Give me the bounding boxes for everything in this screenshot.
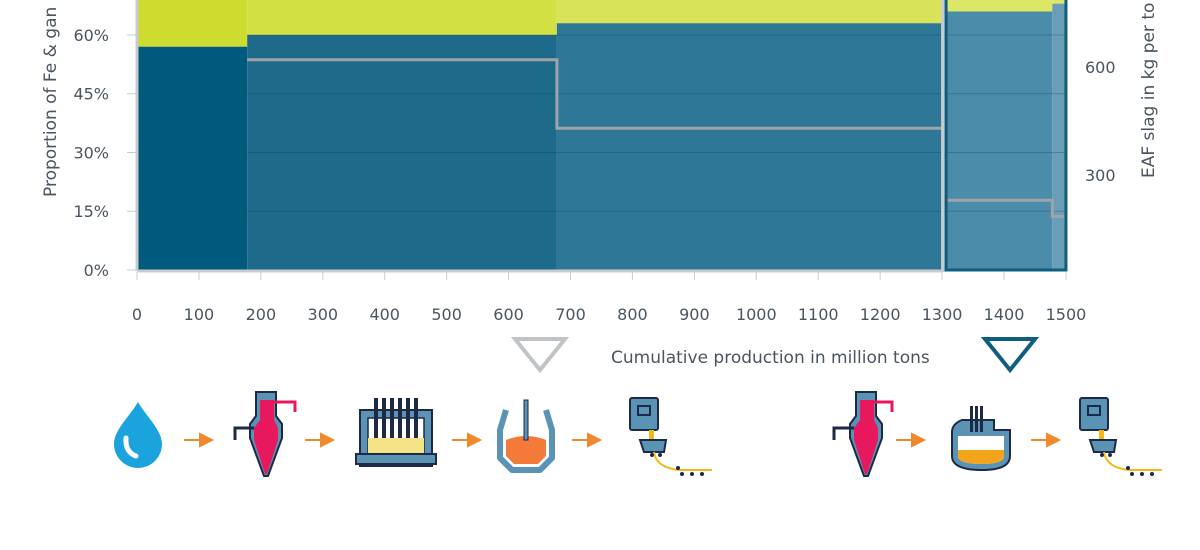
x-tick-label: 800 xyxy=(617,305,648,324)
rotary-hearth-furnace-icon xyxy=(355,398,437,467)
x-tick-label: 900 xyxy=(679,305,710,324)
x-tick-label: 500 xyxy=(431,305,462,324)
gangue-bar xyxy=(1052,0,1066,4)
x-tick-label: 400 xyxy=(369,305,400,324)
y-tick-label: 30% xyxy=(73,143,109,162)
y-tick-label: 15% xyxy=(73,202,109,221)
arrow-right-icon xyxy=(184,432,215,448)
x-tick-label: 1300 xyxy=(922,305,963,324)
x-tick-label: 600 xyxy=(493,305,524,324)
blast-furnace-icon xyxy=(832,391,894,477)
x-tick-label: 1000 xyxy=(736,305,777,324)
x-tick-label: 0 xyxy=(132,305,142,324)
continuous-casting-icon xyxy=(629,397,712,476)
arrow-right-icon xyxy=(896,432,927,448)
blast-furnace-icon xyxy=(233,391,297,477)
arrow-right-icon xyxy=(452,432,483,448)
arrow-right-icon xyxy=(305,432,336,448)
gangue-bar xyxy=(556,0,943,24)
x-tick-label: 100 xyxy=(184,305,215,324)
continuous-casting-icon xyxy=(1079,397,1162,476)
converter-icon xyxy=(497,399,555,473)
gangue-bar xyxy=(137,0,248,47)
y-tick-label: 45% xyxy=(73,85,109,104)
y-tick-label: 60% xyxy=(73,26,109,45)
slag-line xyxy=(942,198,1066,218)
y2-tick-label: 600 xyxy=(1085,58,1116,77)
gangue-bar xyxy=(247,0,557,35)
production-marker xyxy=(510,337,570,374)
fe-bar xyxy=(942,11,1053,271)
arrow-right-icon xyxy=(572,432,603,448)
x-tick-label: 700 xyxy=(555,305,586,324)
production-marker xyxy=(980,337,1040,374)
x-tick-label: 1100 xyxy=(798,305,839,324)
x-tick-label: 1500 xyxy=(1046,305,1087,324)
fe-bar xyxy=(1052,3,1066,270)
slag-line xyxy=(247,58,943,130)
y2-tick-label: 300 xyxy=(1085,166,1116,185)
fe-bar xyxy=(556,23,943,270)
y-axis-label: Proportion of Fe & gan xyxy=(41,7,61,197)
electric-arc-furnace-icon xyxy=(951,406,1011,472)
y-tick-label: 0% xyxy=(84,261,109,280)
highlight-box xyxy=(944,0,1068,272)
fe-bar xyxy=(137,46,248,270)
y2-axis-label: EAF slag in kg per to xyxy=(1139,3,1159,178)
fe-bar xyxy=(247,34,557,271)
gangue-bar xyxy=(942,0,1053,12)
x-axis-label: Cumulative production in million tons xyxy=(611,348,930,368)
x-tick-label: 200 xyxy=(246,305,277,324)
water-drop-icon xyxy=(114,402,162,468)
arrow-right-icon xyxy=(1031,432,1062,448)
x-tick-label: 300 xyxy=(308,305,339,324)
x-tick-label: 1400 xyxy=(984,305,1025,324)
x-tick-label: 1200 xyxy=(860,305,901,324)
